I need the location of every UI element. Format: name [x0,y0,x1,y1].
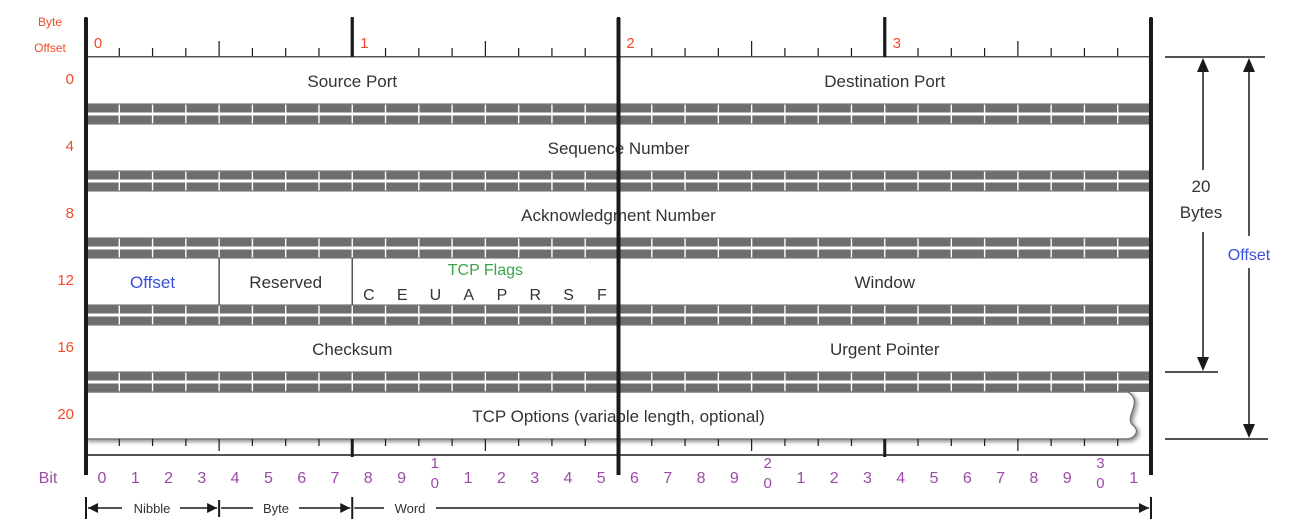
bit-number-26: 6 [963,470,972,487]
row-offset-0: 0 [66,71,74,88]
bit-number-9: 9 [397,470,406,487]
bit-number-15: 5 [597,470,606,487]
bit-number-18: 8 [697,470,706,487]
word-label: Word [395,501,426,516]
nibble-arrow-left [88,503,98,513]
bit-number-13: 3 [530,470,539,487]
bit-number-28: 8 [1029,470,1038,487]
bit-number-31: 1 [1129,470,1138,487]
row-offset-12: 12 [57,272,74,289]
bit-number-19: 9 [730,470,739,487]
nibble-arrow-right [207,503,218,513]
row-offset-4: 4 [66,138,74,155]
field-reserved: Reserved [249,273,322,292]
flag-R: R [530,287,542,304]
byte-number-2: 2 [626,35,634,52]
bit-number-14: 4 [563,470,572,487]
offset-arrow-down [1243,424,1255,438]
bit-number-7: 7 [331,470,340,487]
tcp-flags-label: TCP Flags [448,262,523,279]
twenty-bytes-arrow-down [1197,357,1209,371]
bit-number-4: 4 [231,470,240,487]
bit-number-21: 1 [796,470,805,487]
byte-arrow-right [340,503,351,513]
bit-number-17: 7 [663,470,672,487]
byte-offset-label-line2: Offset [34,41,66,55]
flag-A: A [463,287,474,304]
bit-number-24: 4 [896,470,905,487]
bit-number-8: 8 [364,470,373,487]
bit-number-6: 6 [297,470,306,487]
options-row-box [85,391,1138,440]
bit-number-12: 2 [497,470,506,487]
row-offset-8: 8 [66,205,74,222]
bit-number-23: 3 [863,470,872,487]
flag-C: C [363,287,375,304]
row-offset-20: 20 [57,406,74,423]
twenty-bytes-number: 20 [1192,177,1211,196]
nibble-label: Nibble [134,501,171,516]
twenty-bytes-arrow-up [1197,58,1209,72]
bit-number-11: 1 [464,470,473,487]
field-offset: Offset [130,273,175,292]
bit-label: Bit [39,470,58,487]
flag-F: F [597,287,607,304]
twenty-bytes-label: Bytes [1180,203,1223,222]
bit-number-16: 6 [630,470,639,487]
bit-number-25: 5 [930,470,939,487]
flag-P: P [497,287,508,304]
offset-arrow-up [1243,58,1255,72]
field-destination-port: Destination Port [824,72,945,91]
byte-number-0: 0 [94,35,102,52]
row-offset-16: 16 [57,339,74,356]
bit-number-27: 7 [996,470,1005,487]
bit-number-22: 2 [830,470,839,487]
bit-number-5: 5 [264,470,273,487]
field-source-port: Source Port [307,72,397,91]
field-urgent-pointer: Urgent Pointer [830,340,940,359]
byte-scale-label: Byte [263,501,289,516]
bit-number-29: 9 [1063,470,1072,487]
flag-U: U [430,287,442,304]
word-arrow-right [1139,503,1149,513]
bit-number-1: 1 [131,470,140,487]
byte-number-3: 3 [893,35,901,52]
field-window: Window [855,273,916,292]
offset-dimension-label: Offset [1228,247,1271,264]
byte-number-1: 1 [360,35,368,52]
flag-S: S [563,287,574,304]
field-checksum: Checksum [312,340,392,359]
bit-number-3: 3 [197,470,206,487]
bit-number-2: 2 [164,470,173,487]
flag-E: E [397,287,408,304]
byte-offset-label-line1: Byte [38,15,62,29]
bit-number-0: 0 [98,470,107,487]
